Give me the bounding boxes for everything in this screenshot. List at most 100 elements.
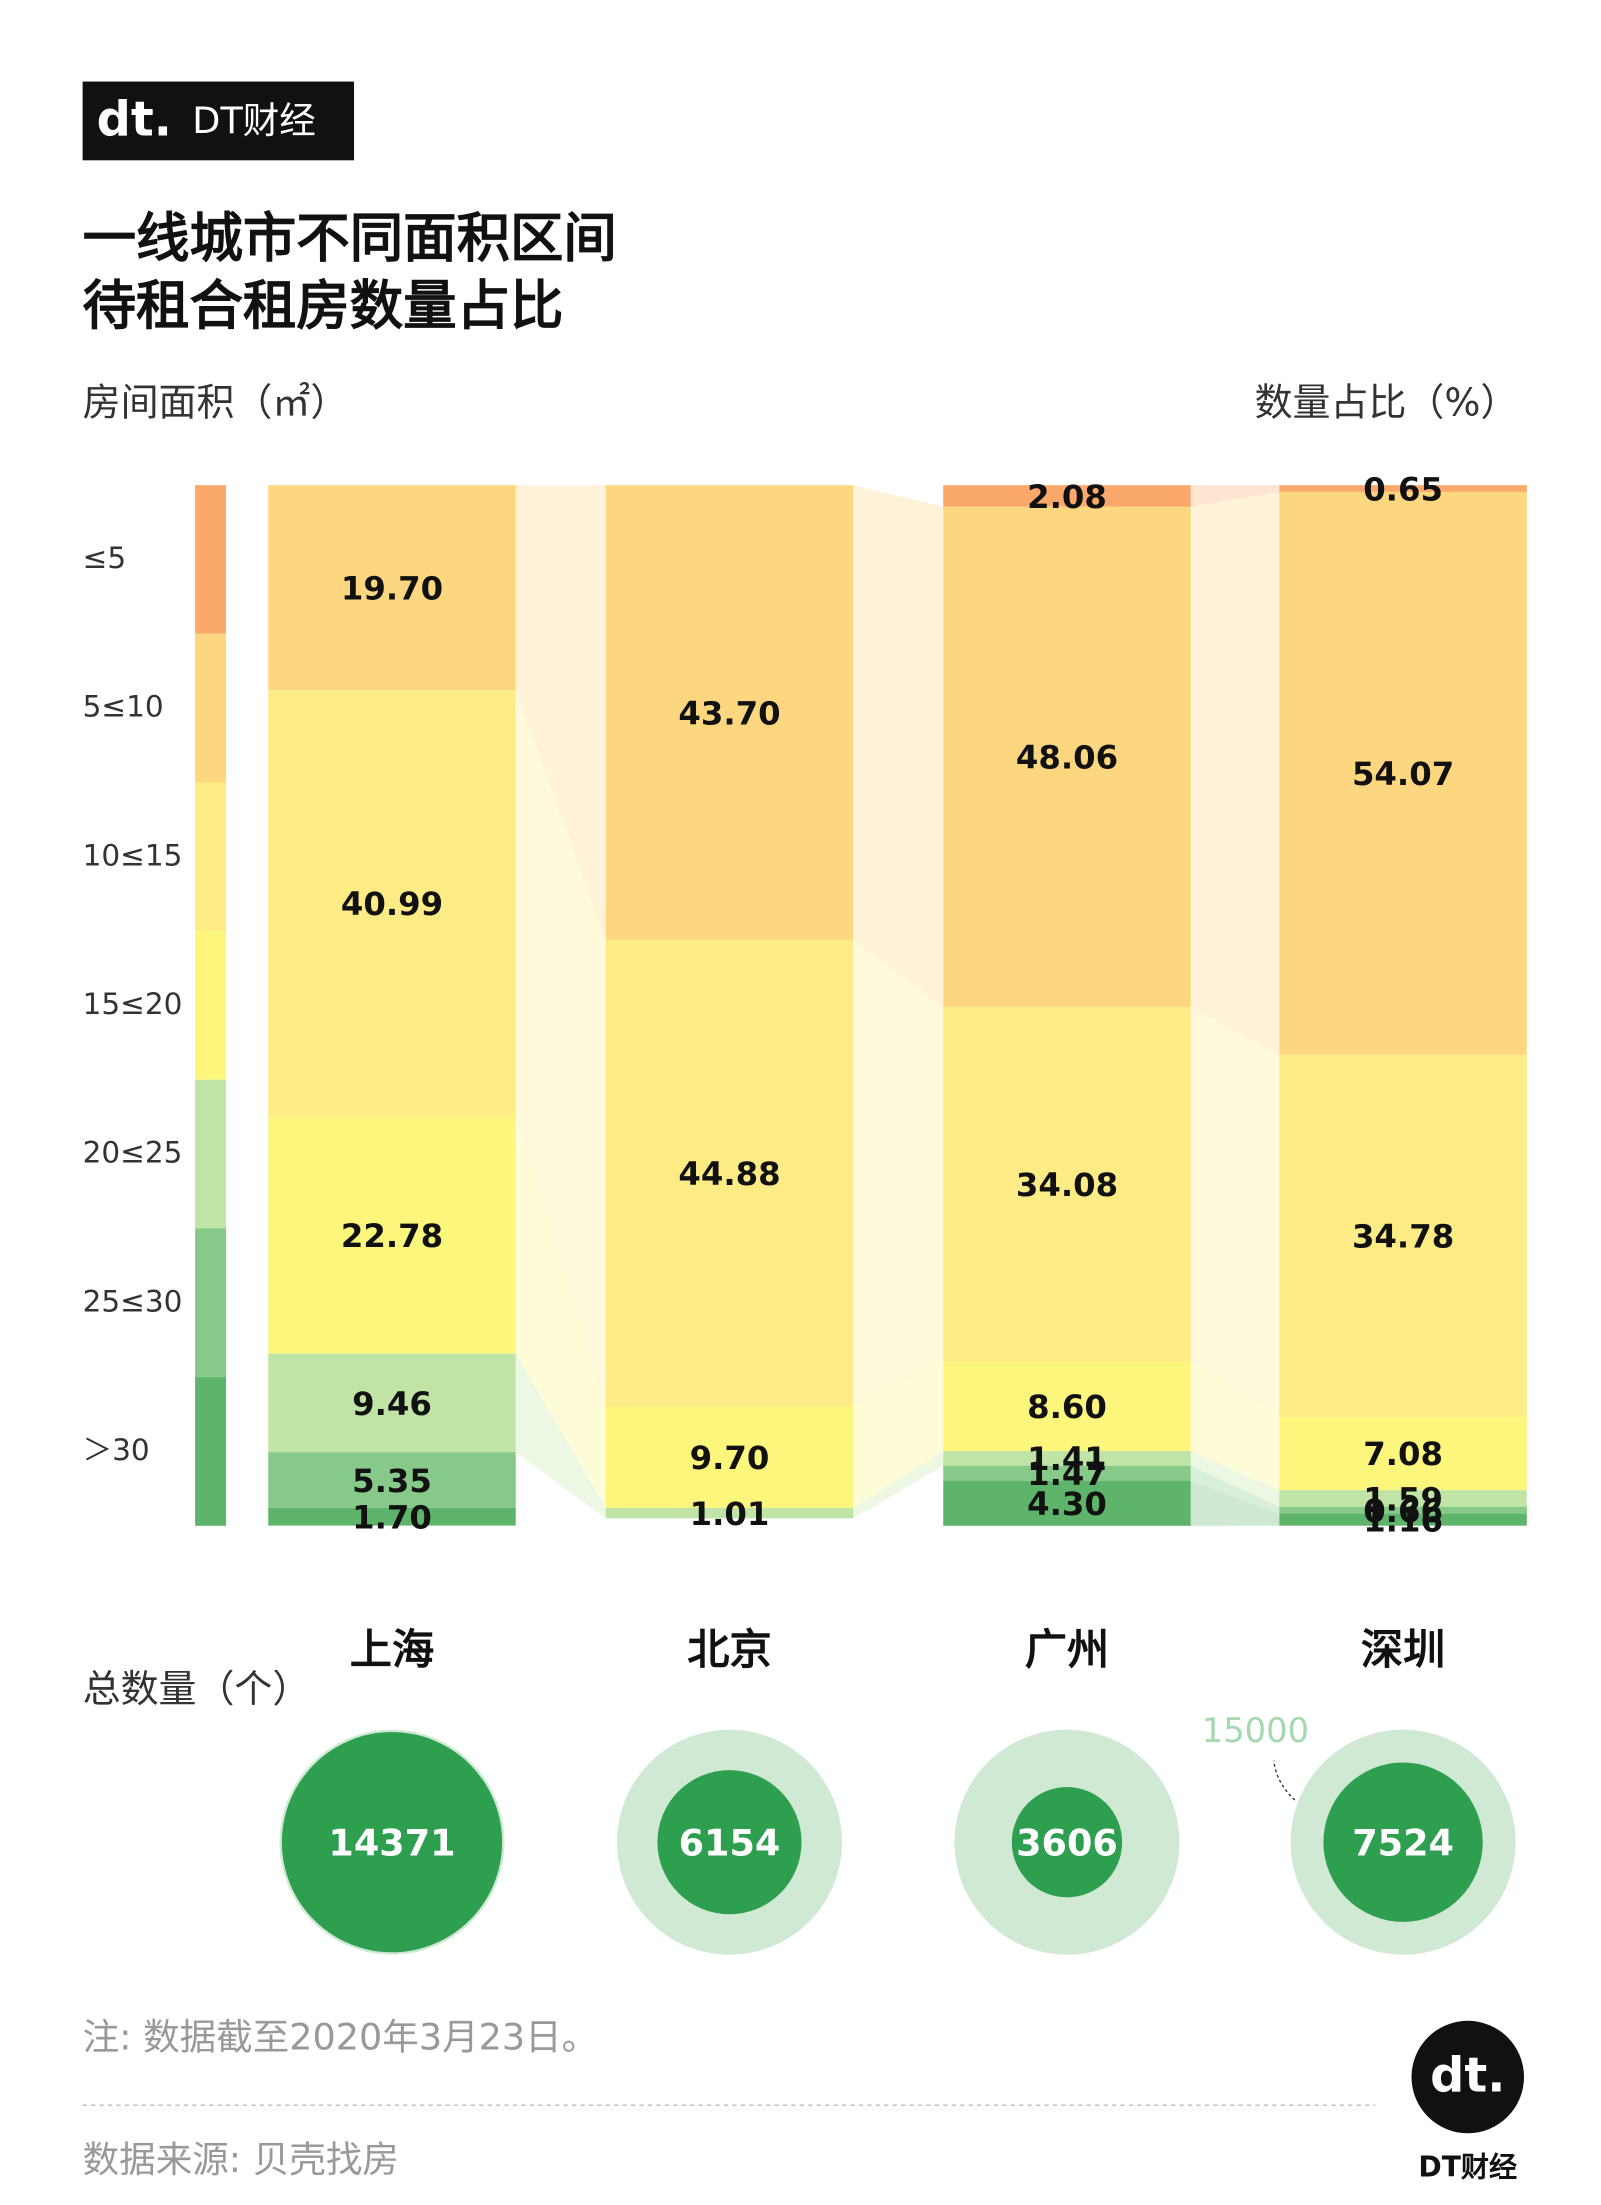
flow [1190,1481,1280,1526]
bar-segment [268,1116,516,1354]
bar-segment [943,1361,1191,1452]
value-label: 0.65 [1363,470,1443,508]
legend-swatch [195,1377,227,1526]
flow [1190,1465,1280,1514]
title-line: 一线城市不同面积区间 [83,207,617,270]
bar-segment [605,1406,854,1508]
value-label: 54.07 [1352,755,1454,793]
value-label: 40.99 [341,885,443,923]
flow [1190,491,1280,1055]
flow [515,485,606,940]
bar-segment [268,1452,516,1508]
bar-segment [943,485,1191,507]
left-label: 房间面积（㎡） [83,381,349,425]
value-label: 0.66 [1363,1492,1443,1530]
flow [853,485,944,1007]
bar-segment [268,1507,516,1526]
logo-mark: dt. [1430,2048,1505,2103]
bar-segment [1279,491,1527,1055]
legend-label: ≤5 [83,541,127,575]
legend-label: 20≤25 [83,1136,183,1170]
logo-circle [1411,2020,1525,2134]
total-circle [657,1770,802,1915]
right-label: 数量占比（%） [1255,381,1519,425]
bar-segment [1279,1054,1527,1417]
value-label: 19.70 [341,569,443,607]
bar-segment [943,1006,1191,1362]
legend-label: 10≤15 [83,838,183,872]
bar-segment [1279,1416,1527,1491]
value-label: 1.47 [1027,1455,1107,1493]
flow [1190,1006,1280,1417]
bar-segment [268,690,516,1117]
value-label: 44.88 [678,1155,780,1193]
bar-segment [1279,1513,1527,1526]
bar-segment [1279,1506,1527,1514]
value-label: 22.78 [341,1217,443,1255]
bar-segment [268,485,516,691]
value-label: 1.70 [352,1499,432,1537]
total-label: 7524 [1352,1822,1454,1865]
legend-swatch [195,1228,227,1378]
total-circle [1323,1762,1483,1922]
value-label: 34.08 [1016,1166,1118,1204]
value-label: 9.70 [690,1439,770,1477]
logo-box [82,81,355,161]
flow [853,1451,944,1519]
total-label: 3606 [1016,1822,1118,1865]
reference-label: 15000 [1202,1711,1309,1750]
legend-swatch [195,782,227,932]
value-label: 5.35 [352,1462,432,1500]
value-label: 34.78 [1352,1217,1454,1255]
totals-label: 总数量（个） [83,1667,311,1711]
value-label: 2.08 [1027,478,1107,516]
flow [1190,485,1280,507]
source: 数据来源: 贝壳找房 [83,2138,399,2181]
flow [853,939,944,1407]
total-circle [281,1732,503,1953]
value-label: 8.60 [1027,1388,1107,1426]
legend-swatch [195,485,227,634]
flow [515,690,606,1407]
title-line: 待租合租房数量占比 [83,274,564,337]
value-label: 4.30 [1027,1485,1107,1523]
value-label: 1.01 [690,1495,770,1533]
note: 注: 数据截至2020年3月23日。 [83,2016,599,2059]
total-label: 6154 [679,1822,781,1865]
flow [515,1116,606,1508]
bar-segment [605,1507,854,1519]
category-label: 广州 [1025,1625,1109,1674]
category-label: 深圳 [1361,1625,1445,1674]
logo-text: DT财经 [1418,2150,1517,2183]
legend-label: ＞30 [83,1433,150,1467]
legend-label: 5≤10 [83,690,164,724]
bar-segment [943,506,1191,1007]
total-circle [1011,1787,1123,1898]
bar-segment [943,1481,1191,1526]
legend-swatch [195,633,227,783]
legend-label: 25≤30 [83,1284,183,1318]
legend-swatch [195,931,227,1080]
value-label: 1.59 [1363,1480,1443,1518]
category-label: 上海 [350,1625,434,1674]
logo-mark: dt. [97,92,172,147]
bar-segment [268,1353,516,1453]
reference-arrow [1273,1760,1296,1801]
bar-segment [943,1465,1191,1482]
value-label: 1.16 [1363,1501,1443,1539]
flow [1190,1361,1280,1491]
flow [1190,1451,1280,1507]
flow [853,1361,944,1508]
category-label: 北京 [687,1625,771,1674]
bar-segment [605,939,854,1407]
bar-segment [1279,485,1527,492]
bar-segment [943,1451,1191,1466]
value-label: 48.06 [1016,739,1118,777]
flow [515,1353,606,1519]
bar-segment [605,485,854,940]
value-label: 43.70 [678,694,780,732]
logo-text: DT财经 [192,99,316,142]
bar-segment [1279,1490,1527,1507]
legend-label: 15≤20 [83,987,183,1021]
